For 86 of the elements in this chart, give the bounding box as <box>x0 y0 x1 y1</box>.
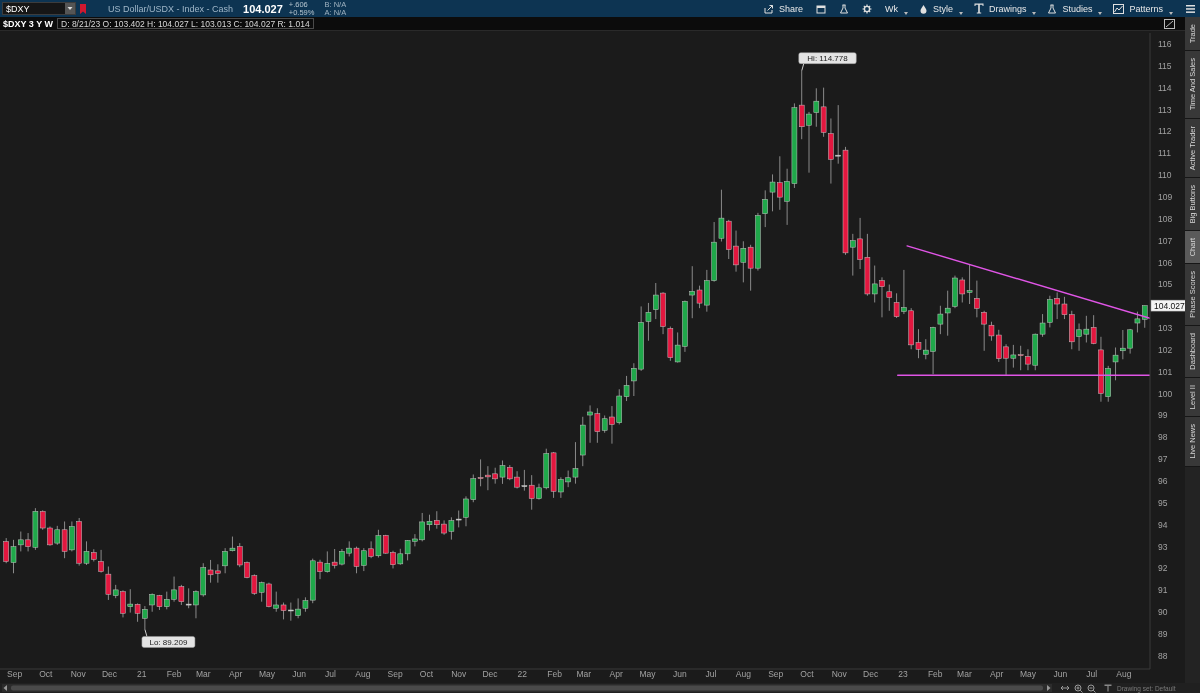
x-tick-label: May <box>1019 669 1037 680</box>
x-tick-label: Mar <box>576 669 592 680</box>
x-tick-label: Jul <box>325 669 337 680</box>
y-tick-label: 90 <box>1158 607 1168 618</box>
x-tick-label: Jul <box>705 669 717 680</box>
y-tick-label: 99 <box>1158 410 1168 421</box>
x-tick-label: Aug <box>355 669 371 680</box>
x-tick-label: Feb <box>547 669 563 680</box>
y-tick-label: 100 <box>1158 388 1173 399</box>
x-tick-label: Sep <box>7 669 23 680</box>
x-tick-label: May <box>639 669 657 680</box>
x-tick-label: Feb <box>166 669 182 680</box>
y-tick-label: 92 <box>1158 563 1168 574</box>
y-tick-label: 93 <box>1158 541 1168 552</box>
x-tick-label: Oct <box>39 669 54 680</box>
y-tick-label: 108 <box>1158 213 1173 224</box>
x-tick-label: Oct <box>800 669 815 680</box>
text: 104.027 <box>243 2 283 15</box>
candlestick <box>98 549 104 574</box>
x-tick-label: Aug <box>1116 669 1132 680</box>
y-tick-label: 103 <box>1158 323 1173 334</box>
x-tick-label: Apr <box>990 669 1004 680</box>
text: Wk <box>884 3 898 14</box>
x-tick-label: Oct <box>419 669 434 680</box>
candlestick <box>974 280 980 318</box>
text: Style <box>932 3 953 14</box>
annotation: Hi: 114.778 <box>807 54 849 64</box>
x-tick-label: May <box>258 669 276 680</box>
x-tick-label: Apr <box>229 669 243 680</box>
y-tick-label: 94 <box>1158 519 1168 530</box>
x-tick-label: Feb <box>927 669 943 680</box>
text: Patterns <box>1129 3 1163 14</box>
y-tick-label: 109 <box>1158 191 1173 202</box>
text: $DXY <box>5 3 30 14</box>
y-tick-label: 89 <box>1158 629 1168 640</box>
candlestick <box>762 189 768 228</box>
text: Share <box>778 3 803 14</box>
text: Drawings <box>988 3 1027 14</box>
y-tick-label: 98 <box>1158 432 1168 443</box>
x-tick-label: Jun <box>1053 669 1068 680</box>
x-tick-label: Mar <box>195 669 211 680</box>
y-tick-label: 112 <box>1158 126 1172 137</box>
y-tick-label: 91 <box>1158 585 1168 596</box>
candlestick <box>1112 347 1119 381</box>
y-tick-label: 110 <box>1158 170 1172 181</box>
candlestick <box>886 284 893 312</box>
x-tick-label: Dec <box>101 669 118 680</box>
y-tick-label: 96 <box>1158 476 1168 487</box>
candlestick <box>645 302 652 342</box>
x-tick-label: Aug <box>735 669 752 680</box>
x-tick-label: Dec <box>863 669 879 680</box>
y-tick-label: 115 <box>1158 60 1172 71</box>
y-tick-label: 102 <box>1158 344 1173 355</box>
annotation: Lo: 89.209 <box>149 637 188 647</box>
text: 104.027 <box>1154 301 1186 312</box>
chart-title: US Dollar/USDX - Index - Cash <box>108 3 234 14</box>
y-tick-label: 113 <box>1158 104 1172 115</box>
x-tick-label: 22 <box>517 669 528 680</box>
y-tick-label: 106 <box>1158 257 1173 268</box>
x-tick-label: Sep <box>768 669 784 680</box>
candlestick <box>981 310 987 352</box>
text: $DXY 3 Y W <box>3 18 54 29</box>
x-tick-label: Nov <box>70 669 87 680</box>
y-tick-label: 116 <box>1158 38 1172 49</box>
y-tick-label: 107 <box>1158 235 1173 246</box>
x-tick-label: Jun <box>292 669 307 680</box>
x-tick-label: Nov <box>451 669 468 680</box>
x-tick-label: Mar <box>957 669 972 680</box>
x-tick-label: Sep <box>387 669 403 680</box>
text: Studies <box>1062 3 1093 14</box>
x-tick-label: 23 <box>898 669 908 680</box>
y-tick-label: 114 <box>1158 82 1172 93</box>
y-tick-label: 111 <box>1158 148 1172 159</box>
x-tick-label: Dec <box>482 669 499 680</box>
x-tick-label: Jun <box>672 669 687 680</box>
x-tick-label: Apr <box>609 669 623 680</box>
y-tick-label: 95 <box>1158 497 1168 508</box>
candlestick <box>222 547 228 574</box>
y-tick-label: 101 <box>1158 366 1173 377</box>
x-tick-label: 21 <box>137 669 147 680</box>
y-tick-label: 88 <box>1158 650 1168 661</box>
y-tick-label: 97 <box>1158 454 1168 465</box>
x-tick-label: Nov <box>831 669 848 680</box>
chart-subtitle: D: 8/21/23 O: 103.402 H: 104.027 L: 103.013 C: 104.027 R: 1.014 <box>61 18 310 29</box>
y-tick-label: 105 <box>1158 279 1173 290</box>
x-tick-label: Jul <box>1086 669 1098 680</box>
